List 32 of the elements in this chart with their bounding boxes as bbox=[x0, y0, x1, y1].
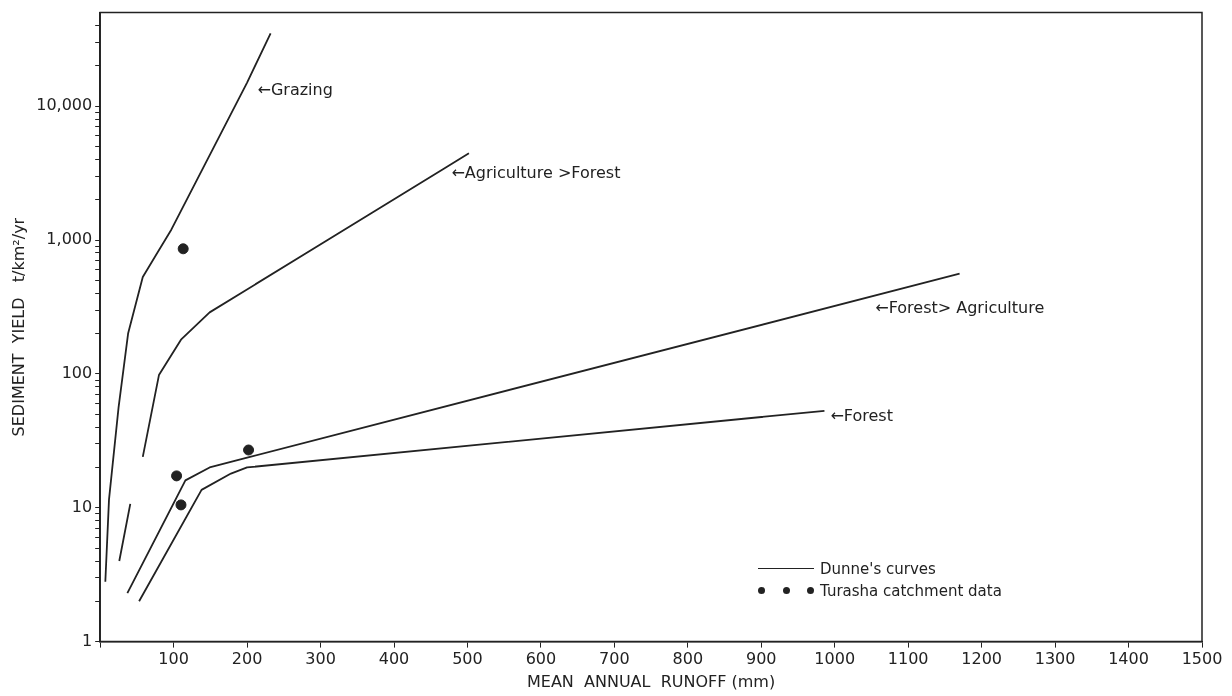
x-tick-label: 1500 bbox=[1181, 649, 1223, 669]
x-tick-label: 700 bbox=[599, 649, 630, 669]
y-axis-title: SEDIMENT YIELD t/km²/yr bbox=[8, 217, 28, 437]
x-axis-title: MEAN ANNUAL RUNOFF (mm) bbox=[527, 671, 776, 691]
y-tick-label: 1 bbox=[82, 630, 93, 650]
annotation: ←Agriculture >Forest bbox=[451, 162, 621, 182]
x-tick-label: 1100 bbox=[887, 649, 929, 669]
x-tick-label: 1300 bbox=[1034, 649, 1076, 669]
y-tick-label: 10,000 bbox=[36, 95, 93, 115]
y-tick-label: 10 bbox=[71, 496, 93, 516]
point bbox=[177, 243, 189, 255]
x-tick-label: 1000 bbox=[814, 649, 856, 669]
x-tick-label: 500 bbox=[452, 649, 483, 669]
point bbox=[243, 444, 255, 456]
x-tick-label: 1400 bbox=[1108, 649, 1149, 669]
point bbox=[175, 499, 187, 511]
annotation: ←Grazing bbox=[257, 79, 333, 99]
point bbox=[171, 470, 183, 482]
x-tick-label: 600 bbox=[525, 649, 557, 669]
annotation: ←Forest> Agriculture bbox=[875, 297, 1045, 317]
x-tick-label: 300 bbox=[305, 649, 336, 669]
x-tick-label: 1200 bbox=[961, 649, 1002, 669]
annotation: ←Forest bbox=[830, 405, 893, 425]
y-tick-label: 100 bbox=[61, 363, 93, 383]
y-tick-label: 1,000 bbox=[46, 229, 93, 249]
x-tick-label: 400 bbox=[378, 649, 410, 669]
legend-label: Dunne's curves bbox=[820, 558, 936, 580]
x-tick-label: 100 bbox=[158, 649, 189, 669]
x-tick-label: 900 bbox=[746, 649, 777, 669]
x-tick-label: 200 bbox=[231, 649, 263, 669]
legend-label: Turasha catchment data bbox=[820, 580, 1002, 602]
x-tick-label: 800 bbox=[672, 649, 704, 669]
